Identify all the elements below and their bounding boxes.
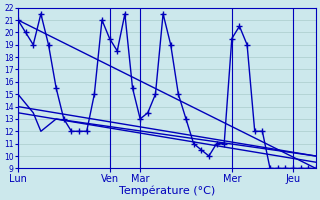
X-axis label: Température (°C): Température (°C) xyxy=(119,185,215,196)
